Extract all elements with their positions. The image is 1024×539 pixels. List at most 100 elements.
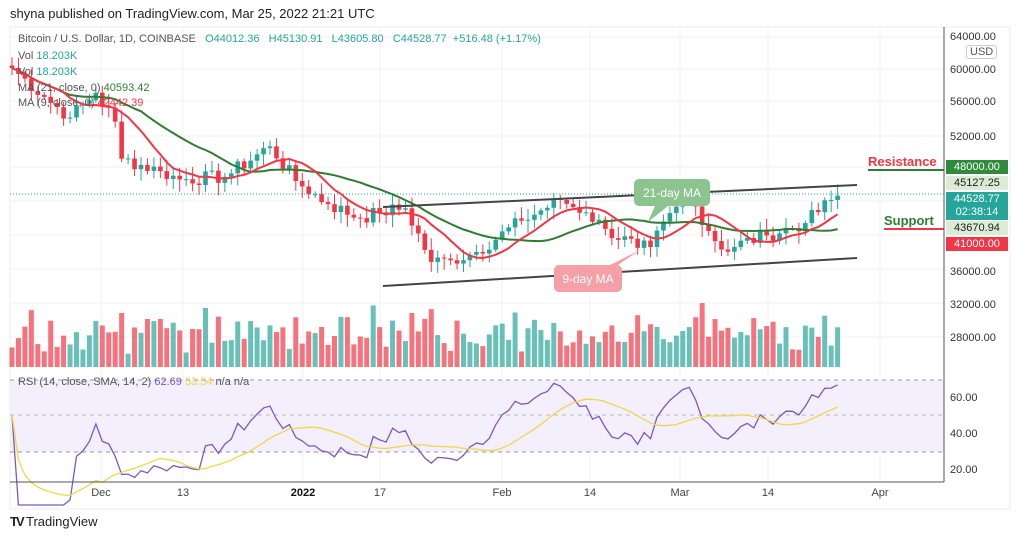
candle xyxy=(22,73,28,79)
last-price: 44528.77 xyxy=(954,193,1000,205)
volume-bar xyxy=(170,322,176,367)
volume-bar xyxy=(680,331,686,367)
candle xyxy=(474,251,479,255)
volume-bar xyxy=(783,327,789,367)
candle xyxy=(261,148,266,155)
candle xyxy=(454,260,460,264)
ma21-label: MA (21, close, 0) xyxy=(18,82,101,94)
volume-bar xyxy=(415,331,421,367)
volume-bar xyxy=(822,315,828,367)
ma9-value: 42442.39 xyxy=(97,97,144,109)
volume-bar xyxy=(564,345,570,367)
price-tick: 60000.00 xyxy=(950,64,996,76)
candle xyxy=(712,230,718,242)
candle xyxy=(345,205,350,215)
candle xyxy=(132,158,137,170)
candle xyxy=(467,254,473,261)
volume-bar xyxy=(325,344,331,367)
volume-bar xyxy=(177,330,183,367)
candle xyxy=(41,94,47,97)
candle xyxy=(274,146,279,159)
upper-trendline[interactable] xyxy=(382,184,858,208)
volume-bar xyxy=(519,351,525,367)
candle xyxy=(416,225,421,234)
volume-bar xyxy=(731,337,737,367)
candle xyxy=(164,171,170,179)
rsi-na: n/a xyxy=(233,376,250,388)
candle xyxy=(74,105,79,118)
volume-bar xyxy=(209,342,215,367)
candle xyxy=(9,65,15,68)
volume-bar xyxy=(215,316,221,367)
volume-bar xyxy=(86,335,92,367)
volume-bar xyxy=(428,309,434,367)
currency-button[interactable]: USD xyxy=(966,45,998,59)
rsi-label: RSI (14, close, SMA, 14, 2) xyxy=(18,376,152,388)
symbol-title[interactable]: Bitcoin / U.S. Dollar, 1D, COINBASE xyxy=(18,33,196,45)
candle xyxy=(622,236,628,240)
volume-bar xyxy=(151,321,157,367)
publish-info: shyna published on TradingView.com, Mar … xyxy=(10,6,375,21)
candle xyxy=(222,176,228,183)
rsi-tick: 20.00 xyxy=(950,464,978,476)
candle xyxy=(635,238,640,248)
volume-bar xyxy=(538,330,544,367)
price-tick: 64000.00 xyxy=(950,31,996,43)
volume-bar xyxy=(448,350,454,367)
volume-bar xyxy=(454,320,460,367)
time-tick: 14 xyxy=(762,487,774,499)
candle xyxy=(815,210,821,213)
candle xyxy=(764,230,769,236)
volume-bar xyxy=(312,333,318,367)
candle xyxy=(370,207,376,223)
ma21-callout-text: 21-day MA xyxy=(643,186,701,200)
candle xyxy=(151,166,157,171)
volume-bar xyxy=(364,337,370,367)
volume-bar xyxy=(802,325,808,367)
volume-bar xyxy=(273,332,279,367)
volume-bar xyxy=(99,325,105,367)
volume-bar xyxy=(390,320,396,367)
ma9-callout: 9-day MA xyxy=(554,250,640,292)
candle xyxy=(577,207,582,213)
volume-bars xyxy=(9,303,841,367)
time-tick: 13 xyxy=(177,487,189,499)
close-value: C44528.77 xyxy=(392,33,447,45)
time-tick: 14 xyxy=(584,487,596,499)
volume-bar xyxy=(602,331,608,367)
time-tick: Feb xyxy=(493,487,512,499)
candle xyxy=(609,228,615,239)
candle xyxy=(487,249,492,254)
volume-bar xyxy=(654,326,660,367)
low-value: L43605.80 xyxy=(331,33,384,45)
candle xyxy=(828,200,834,201)
volume-bar xyxy=(583,343,589,367)
volume-bar xyxy=(757,329,763,367)
vol-value: 18.203K xyxy=(36,66,78,78)
volume-bar xyxy=(770,321,776,367)
volume-bar xyxy=(132,327,138,367)
resistance-price-badge: 48000.00 xyxy=(946,160,1008,174)
ma21-callout: 21-day MA xyxy=(634,179,710,222)
candle xyxy=(777,233,782,241)
time-tick: Mar xyxy=(671,487,690,499)
candle xyxy=(570,203,576,208)
volume-bar xyxy=(351,344,357,367)
rsi-tick: 40.00 xyxy=(950,428,978,440)
volume-bar xyxy=(493,325,499,367)
candle xyxy=(564,200,569,204)
volume-bar xyxy=(751,318,757,367)
candle xyxy=(770,235,776,241)
volume-bar xyxy=(164,328,170,367)
vol-label: Vol xyxy=(18,50,34,62)
volume-bar xyxy=(796,349,802,367)
tradingview-logo[interactable]: TV TradingView xyxy=(10,514,98,529)
candle xyxy=(435,257,440,262)
candle xyxy=(738,240,744,248)
ma9-line xyxy=(11,67,839,260)
volume-bar xyxy=(396,330,402,367)
volume-bar xyxy=(235,321,241,367)
volume-bar xyxy=(712,319,718,367)
candle xyxy=(835,195,840,200)
